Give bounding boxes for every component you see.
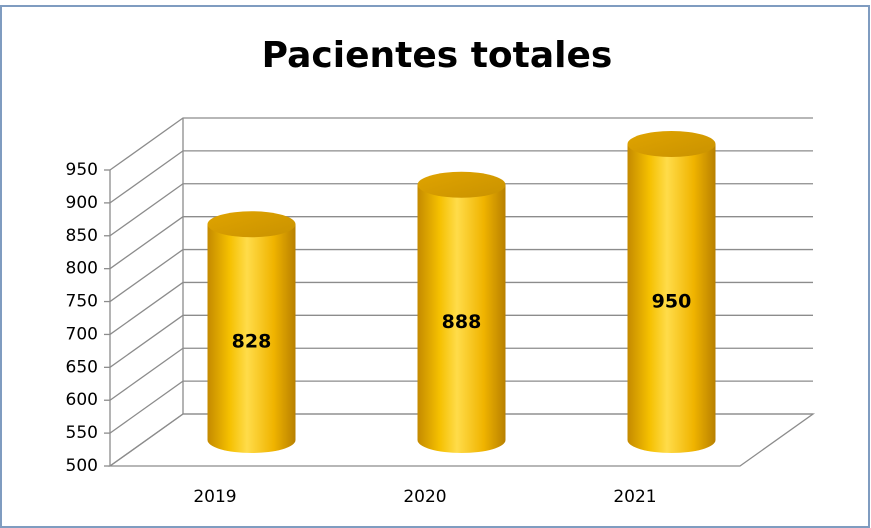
y-tick-label: 600 — [66, 390, 98, 410]
y-tick-label: 950 — [66, 160, 98, 180]
y-tick-label: 700 — [66, 324, 98, 344]
grid-line — [109, 248, 813, 303]
bar — [417, 184, 506, 453]
y-tick-label: 800 — [66, 259, 98, 279]
bar-top — [207, 211, 296, 238]
x-tick-label: 2021 — [613, 487, 656, 507]
y-tick-label: 900 — [66, 193, 98, 213]
grid-line — [109, 380, 813, 434]
value-label: 950 — [652, 291, 692, 313]
grid-line — [109, 216, 813, 270]
y-tick-label: 850 — [66, 226, 98, 246]
grid-line — [109, 281, 813, 335]
grid-line — [109, 314, 813, 368]
bar-top — [417, 171, 506, 198]
grid-line — [109, 347, 813, 401]
grid-line — [109, 183, 813, 237]
grid-line — [109, 150, 813, 204]
value-label: 888 — [442, 311, 482, 333]
value-label: 828 — [232, 331, 272, 353]
y-tick-label: 500 — [66, 456, 98, 476]
x-tick-label: 2019 — [193, 487, 236, 507]
x-tick-label: 2020 — [403, 487, 446, 507]
grid-line — [109, 413, 813, 467]
y-tick-label: 650 — [66, 357, 98, 377]
y-tick-label: 750 — [66, 292, 98, 312]
bar — [207, 224, 296, 453]
y-tick-label: 550 — [66, 423, 98, 443]
bar — [627, 144, 716, 453]
bar-top — [627, 131, 716, 157]
chart-title: Pacientes totales — [262, 35, 613, 76]
grid-line — [109, 117, 813, 171]
